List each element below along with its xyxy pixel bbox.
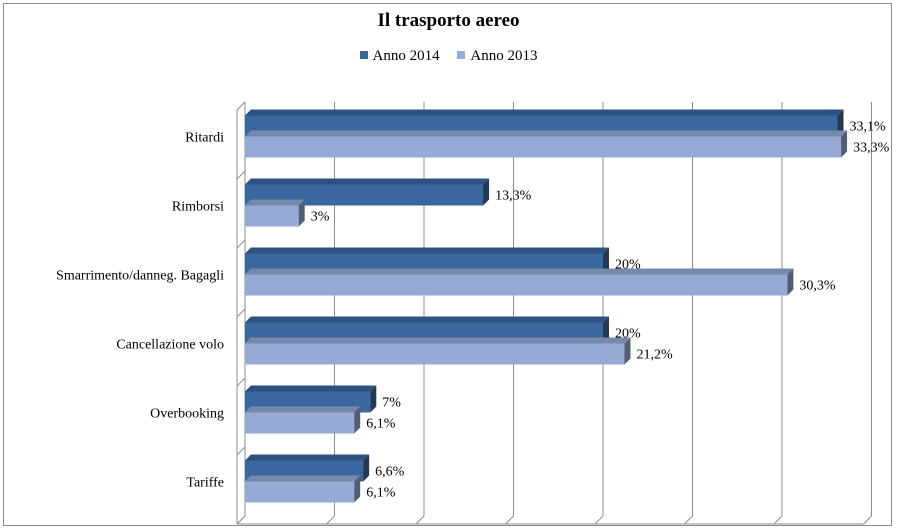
- legend-label-2013: Anno 2013: [470, 48, 538, 64]
- bar-top: [245, 406, 361, 413]
- floor-gridline: [594, 515, 604, 525]
- category-tick: [236, 239, 246, 249]
- category-label: Smarrimento/danneg. Bagagli: [56, 269, 224, 284]
- bar-side: [837, 109, 844, 137]
- category-label: Rimborsi: [172, 200, 224, 215]
- data-label: 13,3%: [495, 189, 532, 204]
- category-label: Ritardi: [185, 131, 224, 146]
- bar-side: [841, 130, 848, 158]
- bar-side: [624, 337, 631, 365]
- category-tick: [236, 170, 246, 180]
- legend-item-2014: Anno 2014: [359, 48, 440, 65]
- legend-item-2013: Anno 2013: [457, 48, 537, 65]
- legend-label-2014: Anno 2014: [372, 48, 440, 64]
- category-label: Cancellazione volo: [116, 338, 224, 353]
- bar-side: [603, 316, 609, 344]
- chart-title: Il trasporto aereo: [377, 10, 520, 31]
- floor-gridline: [326, 515, 335, 525]
- bar-side: [363, 454, 370, 482]
- data-label: 30,3%: [799, 279, 836, 294]
- bar-top: [245, 475, 361, 482]
- category-tick: [236, 515, 246, 525]
- bar-top: [245, 454, 370, 461]
- bar-side: [603, 247, 609, 275]
- data-label: 33,1%: [849, 120, 886, 135]
- bar: [245, 481, 355, 503]
- bar-top: [245, 316, 609, 323]
- data-label: 6,1%: [366, 486, 396, 501]
- floor-gridline: [415, 515, 425, 525]
- category-tick: [236, 101, 246, 111]
- category-tick: [236, 446, 246, 456]
- data-label: 3%: [311, 210, 330, 225]
- bar: [245, 136, 842, 158]
- bar-top: [245, 268, 794, 275]
- bar-top: [245, 109, 844, 116]
- bar: [245, 412, 355, 434]
- bar-side: [370, 385, 377, 413]
- bar: [245, 343, 625, 365]
- bar-top: [245, 385, 377, 392]
- legend-swatch-2013: [457, 51, 466, 59]
- bar-top: [245, 199, 305, 206]
- bar-top: [245, 247, 609, 254]
- bar-side: [787, 268, 794, 296]
- data-label: 21,2%: [636, 348, 673, 363]
- data-label: 7%: [382, 396, 401, 411]
- bar: [245, 274, 788, 296]
- data-label: 6,1%: [366, 417, 396, 432]
- bar-side: [354, 475, 361, 503]
- bar: [245, 205, 299, 227]
- category-tick: [236, 377, 246, 387]
- data-label: 33,3%: [853, 141, 890, 156]
- bar-side: [483, 178, 490, 206]
- legend: Anno 2014 Anno 2013: [0, 48, 897, 65]
- legend-swatch-2014: [359, 51, 368, 59]
- floor-gridline: [505, 515, 514, 525]
- bar-top: [245, 178, 490, 185]
- bar-side: [298, 199, 305, 227]
- data-label: 6,6%: [375, 465, 405, 480]
- floor-gridline: [773, 515, 783, 525]
- category-tick: [236, 308, 246, 318]
- category-label: Overbooking: [150, 407, 224, 422]
- bar-top: [245, 337, 631, 344]
- floor-gridline: [863, 515, 872, 525]
- category-label: Tariffe: [186, 476, 224, 491]
- bar-top: [245, 130, 848, 137]
- bar-side: [354, 406, 361, 434]
- floor-gridline: [684, 515, 693, 525]
